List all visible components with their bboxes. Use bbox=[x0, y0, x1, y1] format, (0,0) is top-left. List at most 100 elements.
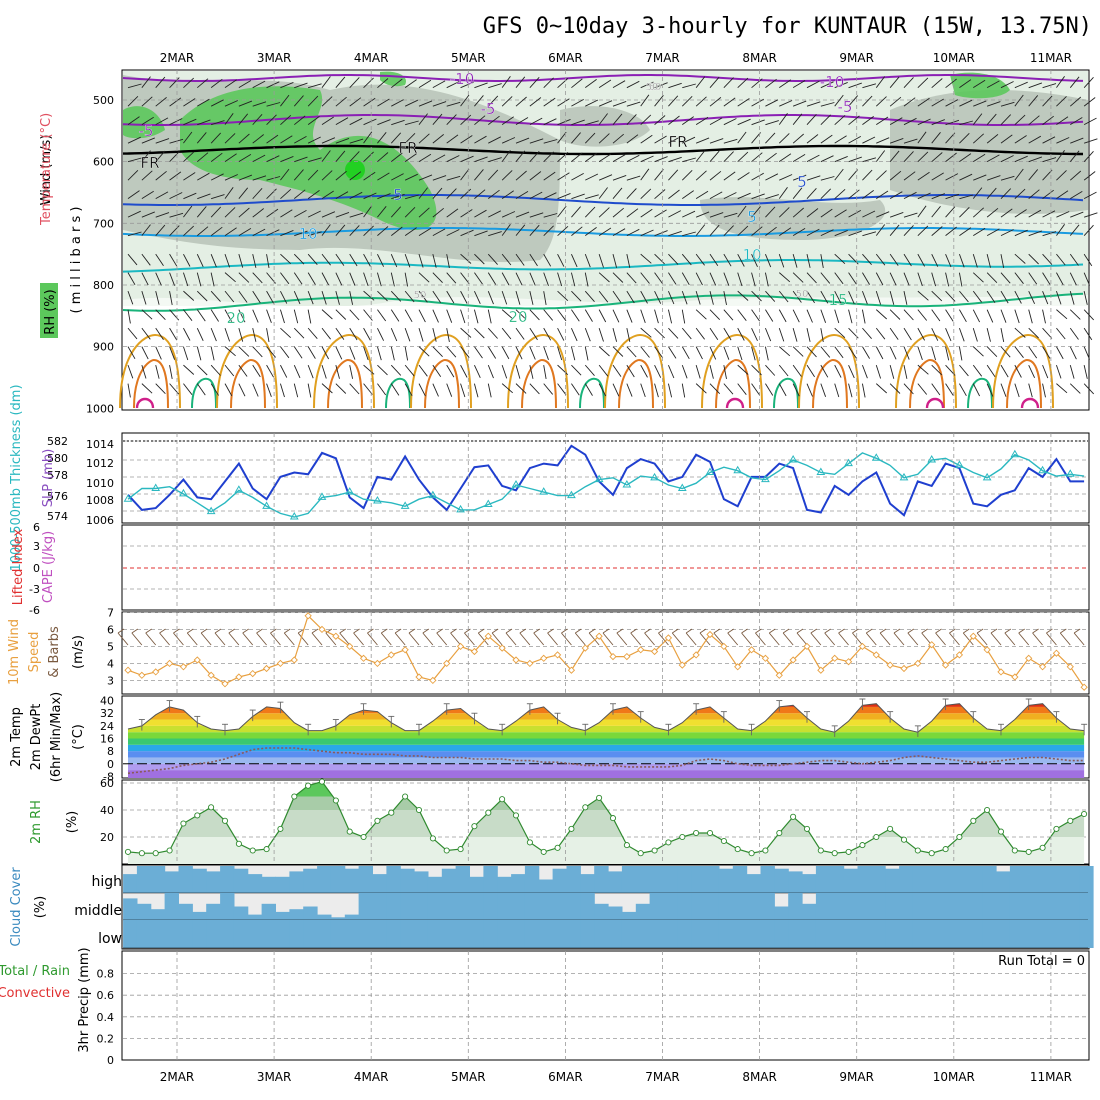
wind-barb bbox=[640, 168, 650, 181]
rh-marker bbox=[166, 847, 173, 854]
wind-barb bbox=[875, 327, 886, 340]
wind-barb bbox=[390, 132, 402, 144]
rh-marker bbox=[1067, 817, 1074, 824]
temp-band bbox=[128, 738, 1085, 745]
wind-barb bbox=[598, 254, 604, 268]
wind-barb bbox=[834, 188, 846, 199]
wind-barb bbox=[224, 100, 238, 107]
wind-speed-marker bbox=[914, 659, 922, 668]
wind-barb bbox=[266, 364, 274, 378]
wind-speed-marker bbox=[872, 651, 880, 659]
wind-barb bbox=[792, 309, 800, 323]
rh-marker bbox=[1081, 810, 1088, 818]
wind-barb bbox=[1042, 83, 1057, 89]
wind-speed-marker bbox=[844, 658, 853, 666]
cloud-cell bbox=[691, 920, 706, 948]
day-gridlines bbox=[176, 70, 1052, 1060]
rh-marker bbox=[415, 806, 423, 814]
cloud-cell bbox=[136, 903, 152, 920]
cloud-cell bbox=[289, 871, 304, 893]
wind-barb bbox=[266, 328, 270, 342]
wind-speed-marker bbox=[526, 659, 534, 668]
wind-barb bbox=[1000, 134, 1013, 144]
rh-marker bbox=[263, 846, 270, 853]
wind-barb bbox=[695, 253, 705, 266]
wind-barb bbox=[875, 224, 886, 236]
wind-barb bbox=[266, 102, 281, 107]
cloud-cell bbox=[178, 920, 193, 948]
thickness-marker bbox=[539, 487, 549, 495]
wind-barb bbox=[557, 98, 570, 107]
wind-barb bbox=[446, 208, 459, 218]
isotherm-line bbox=[725, 397, 745, 409]
wind-barb bbox=[931, 98, 944, 107]
wind-barb bbox=[612, 364, 622, 377]
cloud-cell bbox=[483, 866, 498, 893]
wind-barb bbox=[875, 364, 882, 379]
wind-barb bbox=[806, 272, 817, 284]
wind-barb bbox=[945, 99, 959, 107]
wind-barb bbox=[377, 78, 389, 89]
cloud-cell bbox=[857, 893, 872, 920]
wind-barb bbox=[1000, 309, 1007, 323]
wind-barb bbox=[1014, 94, 1024, 107]
rh-marker bbox=[609, 815, 617, 822]
wind-speed-marker bbox=[1025, 654, 1033, 662]
wind-barb bbox=[792, 174, 807, 181]
wind-barb bbox=[889, 117, 903, 126]
wind-barb bbox=[515, 191, 529, 200]
wind-barb bbox=[959, 79, 972, 89]
thickness-marker bbox=[567, 490, 576, 499]
wind-barb bbox=[751, 119, 765, 126]
wind-barb bbox=[418, 79, 432, 89]
wind-tick: 3 bbox=[107, 674, 114, 687]
wind-barb bbox=[668, 189, 680, 200]
wind-10m-barb-flag bbox=[685, 628, 693, 634]
wind-barb bbox=[446, 272, 457, 284]
wind-barb bbox=[723, 309, 734, 321]
wind-barb bbox=[612, 383, 620, 397]
wind-barb bbox=[945, 132, 956, 144]
wind-barb bbox=[917, 309, 928, 321]
slp-grid bbox=[123, 440, 1088, 512]
wind-barb bbox=[418, 207, 430, 218]
wind-barb bbox=[778, 187, 788, 199]
wind-barb bbox=[834, 209, 847, 218]
wind-barb bbox=[737, 77, 749, 88]
wind-barb bbox=[889, 76, 900, 88]
wind-barb bbox=[848, 169, 859, 181]
wind-10m-barb-flag bbox=[339, 628, 346, 634]
wind-barb bbox=[515, 211, 530, 218]
wind-barb bbox=[862, 253, 872, 265]
wind-barb bbox=[945, 346, 950, 361]
wind-barb bbox=[931, 119, 945, 126]
wind-barb bbox=[529, 138, 544, 144]
wind-barb bbox=[460, 309, 466, 324]
thickness-tick: 580 bbox=[47, 452, 68, 465]
rh-marker bbox=[831, 850, 838, 857]
wind-10m-barb bbox=[755, 632, 766, 646]
thickness-marker bbox=[677, 483, 687, 492]
wind-barb bbox=[1069, 327, 1079, 340]
ylabel-wind: Wind (m/s) bbox=[39, 135, 54, 206]
wind-10m-barb-flag bbox=[1060, 628, 1067, 634]
pressure-tick: 500 bbox=[93, 94, 114, 107]
wind-barb bbox=[1083, 253, 1093, 267]
wind-barb bbox=[280, 168, 290, 181]
thickness-marker bbox=[428, 490, 438, 499]
cloud-cell bbox=[261, 920, 276, 948]
wind-barb bbox=[1042, 290, 1049, 305]
wind-barb bbox=[238, 346, 250, 357]
wind-10m-barb-flag bbox=[187, 628, 194, 634]
wind-10m-barb-flag bbox=[990, 628, 998, 634]
wind-barb bbox=[986, 187, 997, 199]
wind-barb bbox=[612, 80, 626, 89]
wind-barb bbox=[169, 118, 183, 126]
wind-barb bbox=[1014, 135, 1027, 144]
rh-marker bbox=[138, 850, 145, 857]
wind-barb bbox=[959, 227, 972, 237]
wind-barb bbox=[972, 272, 984, 283]
wind-barb bbox=[737, 327, 745, 341]
wind-barb bbox=[266, 134, 279, 144]
wind-barb bbox=[723, 171, 736, 181]
